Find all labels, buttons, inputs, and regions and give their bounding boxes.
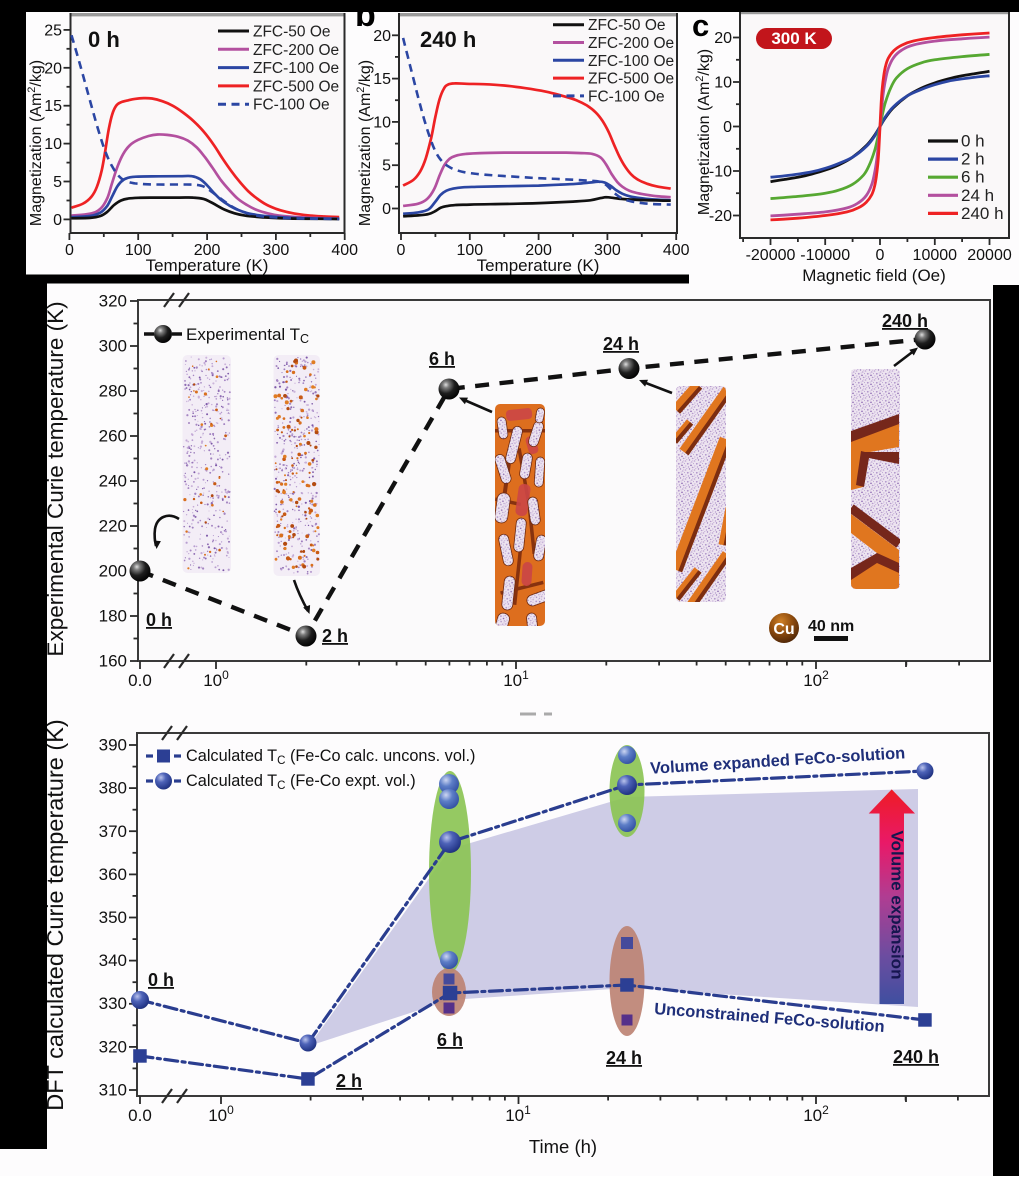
svg-text:340: 340 xyxy=(99,951,127,970)
svg-text:300: 300 xyxy=(263,242,290,259)
svg-text:ZFC-500 Oe: ZFC-500 Oe xyxy=(588,71,674,88)
svg-text:25: 25 xyxy=(44,22,62,39)
svg-text:220: 220 xyxy=(99,517,127,536)
svg-text:FC-100 Oe: FC-100 Oe xyxy=(588,88,665,105)
svg-text:100: 100 xyxy=(125,242,152,259)
svg-text:0 h: 0 h xyxy=(148,970,174,990)
svg-text:24 h: 24 h xyxy=(603,334,639,354)
svg-text:-20: -20 xyxy=(709,208,732,225)
svg-text:0 h: 0 h xyxy=(961,132,985,151)
svg-text:180: 180 xyxy=(99,607,127,626)
svg-text:20000: 20000 xyxy=(967,247,1012,264)
svg-text:40 nm: 40 nm xyxy=(808,618,854,635)
svg-text:20: 20 xyxy=(44,60,62,77)
svg-text:0.0: 0.0 xyxy=(128,1106,152,1125)
svg-text:240 h: 240 h xyxy=(882,311,928,331)
svg-text:Volume expansion: Volume expansion xyxy=(888,831,907,980)
svg-text:6 h: 6 h xyxy=(961,168,985,187)
svg-text:Calculated TC (Fe-Co expt. vol: Calculated TC (Fe-Co expt. vol.) xyxy=(186,772,416,792)
svg-text:c: c xyxy=(692,8,709,43)
svg-text:Experimental TC: Experimental TC xyxy=(186,325,309,346)
svg-text:Time (h): Time (h) xyxy=(529,1136,597,1157)
svg-text:0 h: 0 h xyxy=(88,27,120,52)
svg-text:Experimental Curie temperature: Experimental Curie temperature (K) xyxy=(43,301,68,656)
svg-text:5: 5 xyxy=(382,158,391,175)
svg-text:20: 20 xyxy=(373,28,391,45)
svg-text:24 h: 24 h xyxy=(961,186,994,205)
svg-text:330: 330 xyxy=(99,994,127,1013)
svg-text:160: 160 xyxy=(99,652,127,671)
svg-text:ZFC-50 Oe: ZFC-50 Oe xyxy=(588,17,666,34)
svg-text:Temperature (K): Temperature (K) xyxy=(146,256,269,275)
svg-text:260: 260 xyxy=(99,427,127,446)
svg-text:10000: 10000 xyxy=(913,247,958,264)
svg-text:300: 300 xyxy=(99,337,127,356)
svg-text:400: 400 xyxy=(663,242,690,259)
svg-text:0: 0 xyxy=(53,212,62,229)
svg-text:FC-100 Oe: FC-100 Oe xyxy=(253,97,330,114)
svg-text:15: 15 xyxy=(373,71,391,88)
svg-text:20: 20 xyxy=(714,30,732,47)
svg-text:300 K: 300 K xyxy=(771,29,817,48)
svg-text:-20000: -20000 xyxy=(746,247,796,264)
svg-text:ZFC-100 Oe: ZFC-100 Oe xyxy=(253,60,339,77)
svg-text:ZFC-200 Oe: ZFC-200 Oe xyxy=(253,42,339,59)
svg-text:Magnetization (Am2/kg): Magnetization (Am2/kg) xyxy=(694,49,713,215)
svg-text:300: 300 xyxy=(594,242,621,259)
svg-text:Calculated TC (Fe-Co calc. unc: Calculated TC (Fe-Co calc. uncons. vol.) xyxy=(186,747,475,767)
svg-text:15: 15 xyxy=(44,98,62,115)
svg-text:0.0: 0.0 xyxy=(128,671,152,690)
svg-text:Cu: Cu xyxy=(773,621,794,638)
svg-text:10: 10 xyxy=(44,136,62,153)
svg-text:ZFC-200 Oe: ZFC-200 Oe xyxy=(588,35,674,52)
svg-text:ZFC-500 Oe: ZFC-500 Oe xyxy=(253,78,339,95)
svg-text:390: 390 xyxy=(99,736,127,755)
svg-text:-10: -10 xyxy=(709,164,732,181)
svg-text:240: 240 xyxy=(99,472,127,491)
svg-text:320: 320 xyxy=(99,292,127,311)
svg-text:320: 320 xyxy=(99,1037,127,1056)
svg-text:0: 0 xyxy=(876,247,885,264)
svg-text:280: 280 xyxy=(99,382,127,401)
svg-text:350: 350 xyxy=(99,908,127,927)
svg-text:240 h: 240 h xyxy=(420,27,476,52)
svg-text:0 h: 0 h xyxy=(146,610,172,630)
svg-text:Temperature (K): Temperature (K) xyxy=(477,256,600,275)
svg-text:0: 0 xyxy=(397,242,406,259)
svg-text:10: 10 xyxy=(714,75,732,92)
svg-text:6 h: 6 h xyxy=(429,349,455,369)
svg-text:200: 200 xyxy=(194,242,221,259)
svg-text:0: 0 xyxy=(723,119,732,136)
svg-text:6 h: 6 h xyxy=(437,1030,463,1050)
svg-text:0: 0 xyxy=(382,201,391,218)
svg-text:400: 400 xyxy=(331,242,358,259)
svg-text:5: 5 xyxy=(53,174,62,191)
svg-text:Magnetization (Am2/kg): Magnetization (Am2/kg) xyxy=(355,60,374,226)
svg-text:200: 200 xyxy=(99,562,127,581)
svg-text:370: 370 xyxy=(99,822,127,841)
svg-text:10: 10 xyxy=(373,114,391,131)
svg-text:240 h: 240 h xyxy=(961,204,1004,223)
svg-text:ZFC-100 Oe: ZFC-100 Oe xyxy=(588,53,674,70)
svg-text:200: 200 xyxy=(525,242,552,259)
svg-text:360: 360 xyxy=(99,865,127,884)
svg-text:2 h: 2 h xyxy=(336,1071,362,1091)
svg-text:2 h: 2 h xyxy=(961,150,985,169)
svg-text:100: 100 xyxy=(456,242,483,259)
svg-text:380: 380 xyxy=(99,779,127,798)
svg-text:0: 0 xyxy=(65,242,74,259)
svg-text:Magnetization (Am2/kg): Magnetization (Am2/kg) xyxy=(26,60,45,226)
svg-text:240 h: 240 h xyxy=(893,1047,939,1067)
svg-text:ZFC-50 Oe: ZFC-50 Oe xyxy=(253,24,331,41)
svg-text:2 h: 2 h xyxy=(322,626,348,646)
svg-text:-10000: -10000 xyxy=(800,247,850,264)
svg-text:Magnetic field (Oe): Magnetic field (Oe) xyxy=(802,266,946,285)
svg-text:24 h: 24 h xyxy=(606,1048,642,1068)
svg-text:310: 310 xyxy=(99,1081,127,1100)
